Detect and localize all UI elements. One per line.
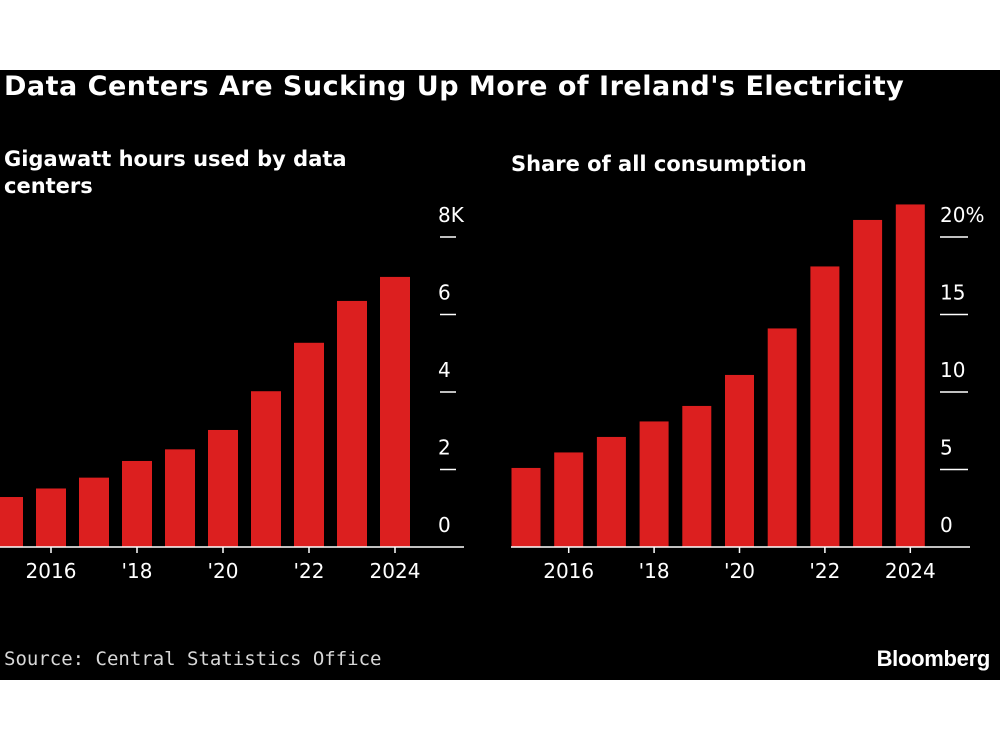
bloomberg-logo: Bloomberg — [876, 646, 991, 671]
left-x-tick-label: '18 — [122, 559, 153, 583]
left-y-tick-label: 2 — [438, 436, 451, 460]
right-bar-2024 — [895, 204, 925, 547]
left-bar-2024 — [380, 276, 410, 547]
right-y-tick-label: 10 — [940, 358, 965, 382]
right-x-tick-label: '20 — [724, 559, 755, 583]
right-y-tick-label: 0 — [940, 513, 953, 537]
right-bar-2021 — [767, 328, 797, 547]
right-x-tick-label: '18 — [639, 559, 670, 583]
right-bar-2018 — [639, 421, 669, 547]
right-bar-2016 — [554, 452, 584, 547]
right-bar-2019 — [682, 405, 712, 547]
right-bar-2017 — [596, 436, 626, 547]
right-x-tick-label: 2016 — [543, 559, 594, 583]
right-bar-2022 — [810, 266, 840, 547]
left-bar-2016 — [36, 488, 66, 547]
left-x-tick-label: '22 — [294, 559, 325, 583]
left-y-tick-label: 6 — [438, 281, 451, 305]
left-x-tick-label: 2016 — [26, 559, 77, 583]
left-bar-2021 — [251, 391, 281, 547]
left-bar-2022 — [294, 342, 324, 547]
left-y-tick-label: 0 — [438, 513, 451, 537]
left-y-tick-label: 8K — [438, 203, 465, 227]
right-x-tick-label: '22 — [809, 559, 840, 583]
left-bar-2019 — [165, 449, 195, 547]
right-bar-2023 — [853, 219, 883, 547]
right-bar-2015 — [511, 467, 541, 547]
left-x-tick-label: 2024 — [370, 559, 421, 583]
left-x-tick-label: '20 — [208, 559, 239, 583]
right-x-tick-label: 2024 — [885, 559, 936, 583]
left-bar-2023 — [337, 300, 367, 547]
source-note: Source: Central Statistics Office — [4, 648, 382, 670]
right-chart-subtitle: Share of all consumption — [511, 152, 807, 176]
left-chart-subtitle: Gigawatt hours used by data centers — [4, 147, 347, 198]
left-y-tick-label: 4 — [438, 358, 451, 382]
right-y-tick-label: 5 — [940, 436, 953, 460]
left-bar-chart: 0 2 4 6 8K 2016 '18 '20 '22 2024 — [0, 203, 465, 583]
right-bar-2020 — [725, 374, 754, 547]
right-y-tick-label: 20% — [940, 203, 984, 227]
left-bar-2017 — [79, 477, 109, 547]
right-y-tick-label: 15 — [940, 281, 965, 305]
left-bar-2018 — [122, 460, 152, 547]
left-bar-2020 — [208, 429, 238, 547]
right-bar-chart: 0 5 10 15 20% 2016 '18 '20 '22 2024 — [511, 203, 984, 583]
left-bar-2015 — [0, 497, 23, 547]
chart-title: Data Centers Are Sucking Up More of Irel… — [4, 71, 905, 102]
